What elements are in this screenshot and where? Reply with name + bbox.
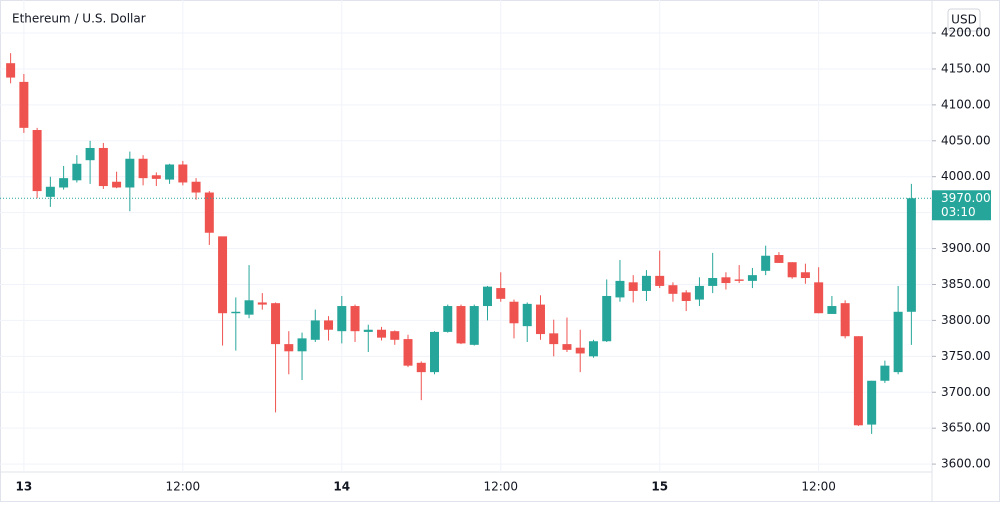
y-tick-label: 3650.00 — [941, 421, 991, 435]
candle-body — [761, 255, 771, 271]
candle-body — [482, 286, 492, 307]
candle-body — [827, 306, 837, 314]
x-tick-label: 15 — [651, 480, 668, 494]
y-tick-label: 4150.00 — [941, 61, 991, 75]
currency-box[interactable] — [947, 8, 981, 32]
last-price-label: 3970.00 — [941, 191, 991, 205]
candle-body — [867, 380, 877, 425]
candle-body — [708, 278, 718, 286]
candle-body — [324, 320, 334, 330]
candle-body — [271, 303, 281, 345]
candle-body — [800, 272, 810, 279]
candle-body — [363, 329, 373, 332]
candle-body — [112, 181, 122, 188]
candle-body — [641, 275, 651, 291]
candle-body — [125, 158, 135, 188]
candle-body — [575, 347, 585, 354]
candle-body — [377, 329, 387, 338]
y-tick-label: 3900.00 — [941, 241, 991, 255]
candle-body — [496, 288, 506, 299]
candle-body — [602, 295, 612, 342]
candle-body — [668, 285, 678, 294]
candle-body — [747, 275, 757, 281]
y-tick-label: 4000.00 — [941, 169, 991, 183]
candle-body — [588, 341, 598, 357]
candle-body — [403, 339, 413, 366]
currency[interactable]: USD — [951, 13, 977, 27]
candle-body — [151, 175, 161, 179]
candle-body — [509, 301, 519, 324]
candle-body — [297, 338, 307, 352]
candles — [6, 53, 916, 434]
candle-body — [231, 311, 241, 314]
y-tick-label: 3800.00 — [941, 313, 991, 327]
y-tick-label: 4050.00 — [941, 133, 991, 147]
candle-body — [456, 306, 466, 344]
x-tick-label: 12:00 — [801, 480, 836, 494]
candle-body — [204, 192, 214, 233]
candle-body — [416, 362, 426, 373]
candle-body — [443, 306, 453, 332]
candle-body — [535, 304, 545, 335]
candle-body — [562, 344, 572, 350]
countdown: 03:10 — [941, 205, 976, 219]
y-tick-label: 3600.00 — [941, 457, 991, 471]
y-tick-label: 3700.00 — [941, 385, 991, 399]
x-tick-label: 13 — [16, 480, 33, 494]
candle-body — [45, 186, 55, 197]
candle-body — [814, 282, 824, 314]
candle-body — [191, 181, 201, 193]
x-tick-label: 12:00 — [483, 480, 518, 494]
y-tick-label: 4200.00 — [941, 26, 991, 40]
candle-body — [178, 164, 188, 183]
last-price-box — [932, 190, 991, 221]
candle-body — [549, 333, 559, 345]
candle-body — [681, 292, 691, 302]
candle-body — [880, 365, 890, 381]
candle-body — [310, 320, 320, 340]
x-tick-label: 14 — [333, 480, 350, 494]
candle-body — [469, 306, 479, 345]
candle-body — [430, 331, 440, 373]
candle-body — [628, 282, 638, 291]
candle-body — [522, 303, 532, 327]
candle-body — [337, 306, 347, 332]
candle-body — [85, 147, 95, 161]
candle-body — [655, 275, 665, 286]
candle-body — [6, 63, 16, 78]
candle-body — [893, 311, 903, 373]
candle-body — [284, 344, 294, 352]
candle-body — [840, 303, 850, 337]
candle-body — [694, 285, 704, 300]
candle-body — [853, 336, 863, 426]
candle-body — [98, 147, 108, 187]
y-tick-label: 4100.00 — [941, 97, 991, 111]
candle-body — [390, 331, 400, 340]
candle-body — [72, 163, 82, 181]
candle-body — [165, 164, 175, 180]
candle-body — [59, 178, 69, 188]
chart-title: Ethereum / U.S. Dollar — [12, 12, 146, 26]
candle-body — [774, 255, 784, 263]
candle-body — [350, 306, 360, 332]
x-tick-label: 12:00 — [166, 480, 201, 494]
candle-body — [257, 302, 267, 305]
y-tick-label: 3750.00 — [941, 349, 991, 363]
candle-body — [138, 158, 148, 179]
candle-body — [906, 198, 916, 312]
candle-body — [734, 279, 744, 281]
candle-body — [19, 81, 29, 128]
y-tick-label: 3850.00 — [941, 277, 991, 291]
candle-body — [32, 130, 42, 192]
candle-body — [244, 300, 254, 315]
candle-body — [721, 277, 731, 284]
candle-body — [218, 236, 228, 314]
candle-body — [615, 280, 625, 298]
candle-body — [787, 262, 797, 278]
